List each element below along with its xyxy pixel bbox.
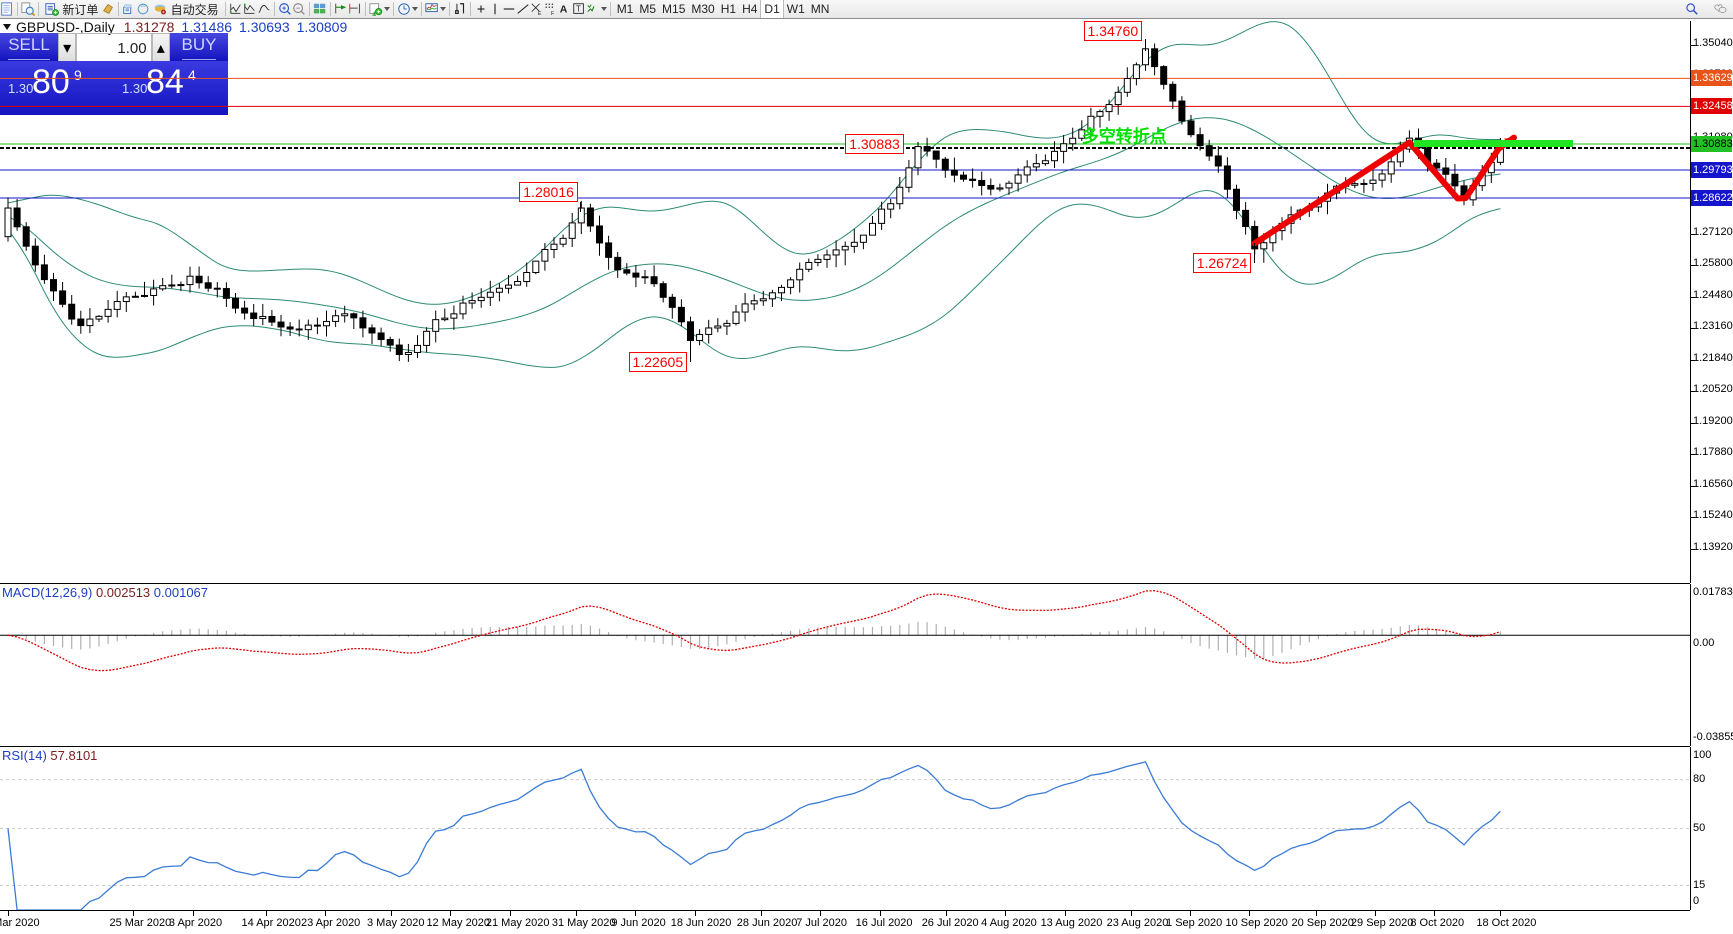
- svg-text:F: F: [551, 11, 554, 16]
- svg-text:T: T: [576, 5, 581, 14]
- svg-text:A: A: [559, 4, 567, 16]
- svg-text:E: E: [538, 11, 542, 16]
